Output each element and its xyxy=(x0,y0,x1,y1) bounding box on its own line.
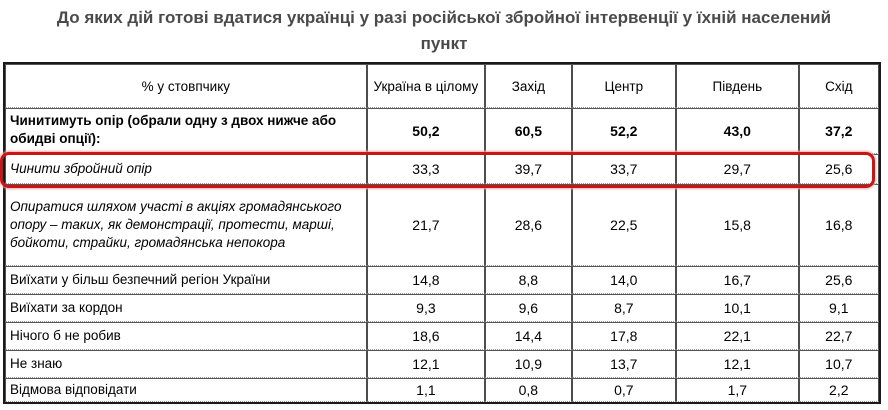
cell-value: 12,1 xyxy=(676,350,799,378)
table-row: Чинитимуть опір (обрали одну з двох нижч… xyxy=(5,108,879,154)
column-header-0: % у стовпчику xyxy=(5,64,367,108)
cell-value: 37,2 xyxy=(798,108,879,154)
cell-value: 39,7 xyxy=(485,154,572,184)
cell-value: 8,8 xyxy=(485,266,572,294)
cell-value: 12,1 xyxy=(366,350,486,378)
row-label: Чинитимуть опір (обрали одну з двох нижч… xyxy=(5,108,367,154)
column-header-4: Південь xyxy=(676,64,799,108)
page-title: До яких дій готові вдатися українці у ра… xyxy=(56,8,832,53)
cell-value: 29,7 xyxy=(676,154,799,184)
cell-value: 10,1 xyxy=(676,294,799,322)
table-row: Виїхати у більш безпечний регіон України… xyxy=(5,266,879,294)
cell-value: 1,7 xyxy=(676,378,799,402)
cell-value: 16,8 xyxy=(798,184,879,266)
table-header: % у стовпчику Україна в цілому Захід Центр П… xyxy=(5,64,879,108)
cell-value: 28,6 xyxy=(485,184,572,266)
cell-value: 0,8 xyxy=(485,378,572,402)
cell-value: 1,1 xyxy=(366,378,486,402)
cell-value: 22,1 xyxy=(676,322,799,350)
cell-value: 17,8 xyxy=(571,322,677,350)
column-header-3: Центр xyxy=(571,64,677,108)
row-label: Виїхати у більш безпечний регіон України xyxy=(5,266,367,294)
survey-table: % у стовпчику Україна в цілому Захід Центр П… xyxy=(3,62,881,404)
row-label: Нічого б не робив xyxy=(5,322,367,350)
table-row: Нічого б не робив 18,6 14,4 17,8 22,1 22,7 xyxy=(5,322,879,350)
cell-value: 0,7 xyxy=(571,378,677,402)
cell-value: 60,5 xyxy=(485,108,572,154)
column-header-1: Україна в цілому xyxy=(366,64,486,108)
cell-value: 9,1 xyxy=(798,294,879,322)
column-header-5: Схід xyxy=(798,64,879,108)
cell-value: 14,8 xyxy=(366,266,486,294)
row-label: Чинити збройний опір xyxy=(5,154,367,184)
table-row: Опиратися шляхом участі в акціях громадя… xyxy=(5,184,879,266)
cell-value: 13,7 xyxy=(571,350,677,378)
cell-value: 21,7 xyxy=(366,184,486,266)
cell-value: 50,2 xyxy=(366,108,486,154)
cell-value: 52,2 xyxy=(571,108,677,154)
row-label: Відмова відповідати xyxy=(5,378,367,402)
cell-value: 8,7 xyxy=(571,294,677,322)
cell-value: 16,7 xyxy=(676,266,799,294)
table-row: Не знаю 12,1 10,9 13,7 12,1 10,7 xyxy=(5,350,879,378)
cell-value: 25,6 xyxy=(798,154,879,184)
table-row: Відмова відповідати 1,1 0,8 0,7 1,7 2,2 xyxy=(5,378,879,402)
cell-value: 10,9 xyxy=(485,350,572,378)
cell-value: 2,2 xyxy=(798,378,879,402)
table-header-row: % у стовпчику Україна в цілому Захід Центр П… xyxy=(5,64,879,108)
cell-value: 9,3 xyxy=(366,294,486,322)
cell-value: 43,0 xyxy=(676,108,799,154)
cell-value: 25,6 xyxy=(798,266,879,294)
cell-value: 14,4 xyxy=(485,322,572,350)
table-row: Виїхати за кордон 9,3 9,6 8,7 10,1 9,1 xyxy=(5,294,879,322)
row-label: Опиратися шляхом участі в акціях громадя… xyxy=(5,184,367,266)
row-label: Виїхати за кордон xyxy=(5,294,367,322)
table-row-highlighted: Чинити збройний опір 33,3 39,7 33,7 29,7 25,6 xyxy=(5,154,879,184)
cell-value: 22,5 xyxy=(571,184,677,266)
column-header-2: Захід xyxy=(485,64,572,108)
cell-value: 18,6 xyxy=(366,322,486,350)
table-body: Чинитимуть опір (обрали одну з двох нижч… xyxy=(5,108,879,402)
row-label: Не знаю xyxy=(5,350,367,378)
cell-value: 9,6 xyxy=(485,294,572,322)
cell-value: 10,7 xyxy=(798,350,879,378)
cell-value: 15,8 xyxy=(676,184,799,266)
cell-value: 22,7 xyxy=(798,322,879,350)
cell-value: 33,7 xyxy=(571,154,677,184)
cell-value: 33,3 xyxy=(366,154,486,184)
cell-value: 14,0 xyxy=(571,266,677,294)
